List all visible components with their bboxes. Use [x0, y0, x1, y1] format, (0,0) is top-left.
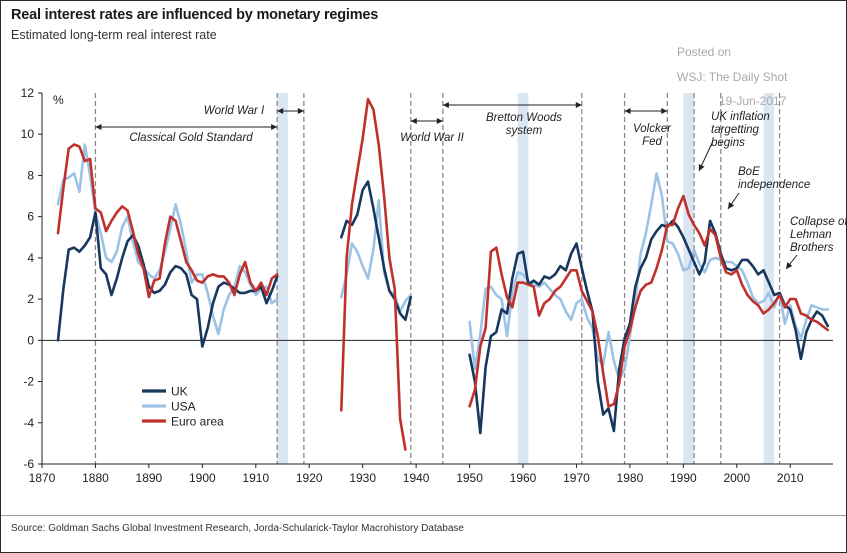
x-tick-label: 1940	[403, 471, 430, 485]
x-tick-label: 1960	[510, 471, 537, 485]
bretton-woods-label-2: system	[506, 125, 543, 137]
boe-label-2: independence	[738, 179, 810, 191]
watermark-posted-on: Posted on	[677, 45, 732, 59]
series-line-uk	[56, 211, 279, 348]
bretton-woods-arrow-head	[575, 102, 582, 108]
x-tick-label: 1910	[242, 471, 269, 485]
boe-pointer-head	[728, 202, 735, 209]
x-tick-label: 1900	[189, 471, 216, 485]
volcker-label-2: Fed	[642, 136, 662, 148]
x-tick-label: 1890	[136, 471, 163, 485]
series-line-euro	[468, 194, 829, 408]
ww1-arrow-head	[277, 108, 284, 114]
bretton-woods-arrow-head	[442, 102, 449, 108]
lehman-label-3: Brothers	[790, 242, 834, 254]
ww2-arrow-head	[410, 118, 417, 124]
shaded-band	[517, 93, 529, 464]
x-tick-label: 1990	[670, 471, 697, 485]
x-tick-label: 2010	[777, 471, 804, 485]
y-tick-label: 2	[27, 292, 34, 306]
x-tick-label: 1980	[617, 471, 644, 485]
shaded-band	[763, 93, 775, 464]
series-line-euro	[56, 143, 279, 299]
x-tick-label: 1970	[563, 471, 590, 485]
watermark-source: WSJ: The Daily Shot	[677, 70, 788, 84]
y-tick-label: 8	[27, 168, 34, 182]
legend-label-euro: Euro area	[171, 415, 224, 429]
ww1-label: World War I	[204, 105, 265, 117]
footer-divider	[1, 515, 846, 516]
boe-label: BoE	[738, 166, 760, 178]
volcker-arrow-head	[624, 108, 631, 114]
gold-standard-arrow-head	[95, 124, 102, 130]
y-tick-label: 4	[27, 251, 34, 265]
series-line-uk	[340, 180, 413, 321]
x-tick-label: 1870	[29, 471, 56, 485]
shaded-band	[683, 93, 695, 464]
legend-label-usa: USA	[171, 400, 196, 414]
series-line-usa	[468, 172, 829, 381]
watermark-date: 19-Jun-2017	[719, 94, 787, 108]
x-tick-label: 2000	[723, 471, 750, 485]
shaded-band	[277, 93, 288, 464]
y-tick-label: -2	[23, 375, 34, 389]
chart-title: Real interest rates are influenced by mo…	[11, 7, 379, 23]
x-tick-label: 1930	[349, 471, 376, 485]
uk-inflation-pointer-head	[698, 164, 705, 171]
legend-label-uk: UK	[171, 385, 188, 399]
series-line-euro	[340, 97, 407, 451]
y-tick-label: -6	[23, 457, 34, 471]
y-tick-label: 12	[21, 86, 35, 100]
y-tick-label: 10	[21, 127, 35, 141]
lehman-label-2: Lehman	[790, 229, 832, 241]
volcker-label: Volcker	[633, 123, 672, 135]
ww1-arrow-head	[297, 108, 304, 114]
chart-subtitle: Estimated long-term real interest rate	[11, 28, 217, 42]
uk-inflation-label: UK inflation	[711, 111, 770, 123]
lehman-pointer-head	[786, 262, 793, 269]
gold-standard-arrow-head	[271, 124, 278, 130]
ww2-arrow-head	[436, 118, 443, 124]
bretton-woods-label: Bretton Woods	[486, 112, 562, 124]
y-tick-label: 0	[27, 333, 34, 347]
y-axis-unit-label: %	[53, 93, 64, 107]
y-tick-label: 6	[27, 210, 34, 224]
line-chart: -6 -4 -2 0 2 4 6 8 10 12 1870 1880 1890 1900 1910 1920 1…	[21, 86, 846, 485]
uk-inflation-label-2: targetting	[711, 124, 760, 136]
volcker-arrow-head	[661, 108, 668, 114]
uk-inflation-label-3: begins	[711, 137, 745, 149]
y-tick-label: -4	[23, 416, 34, 430]
source-note: Source: Goldman Sachs Global Investment …	[11, 523, 464, 534]
x-tick-label: 1920	[296, 471, 323, 485]
gold-standard-label: Classical Gold Standard	[129, 132, 253, 144]
ww2-label: World War II	[400, 132, 464, 144]
x-tick-label: 1880	[82, 471, 109, 485]
lehman-label: Collapse of	[790, 216, 846, 228]
x-tick-label: 1950	[456, 471, 483, 485]
